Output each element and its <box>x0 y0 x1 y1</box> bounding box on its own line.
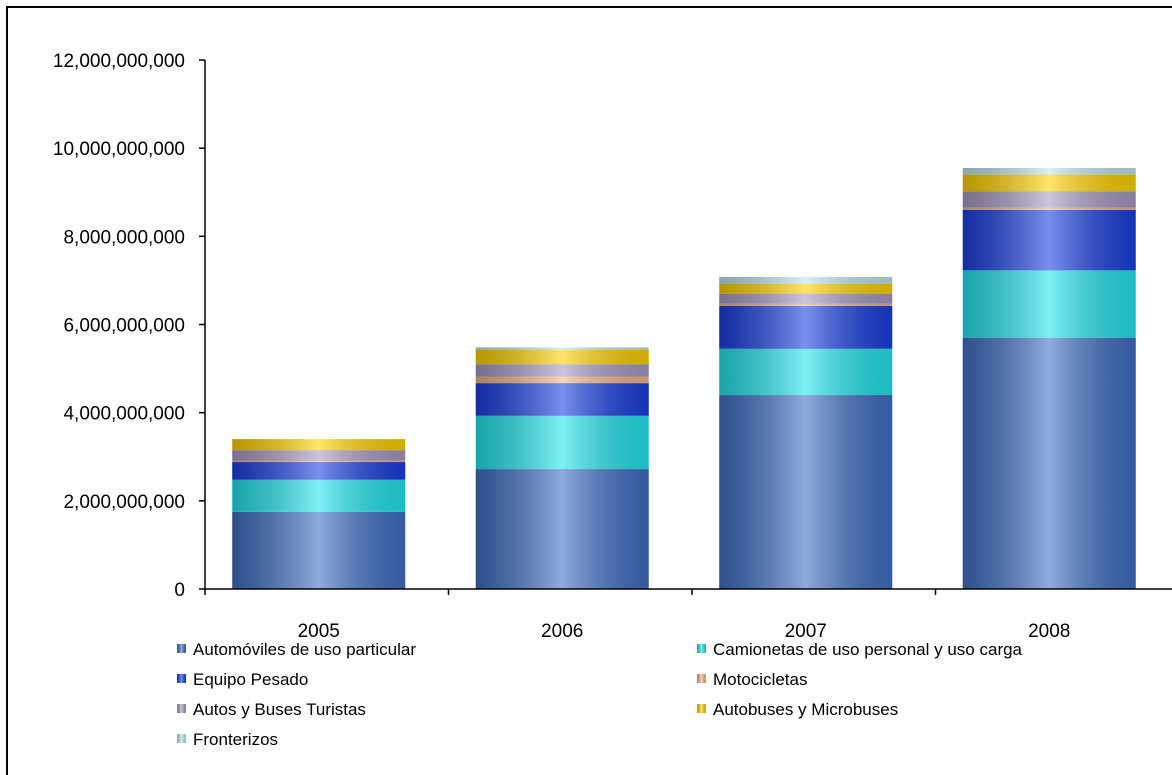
bar-shine-2008-6 <box>962 168 1136 175</box>
x-tick-label: 2006 <box>541 621 583 642</box>
bar-shine-2005-4 <box>232 450 406 461</box>
legend-swatch-shine <box>697 644 706 653</box>
legend-label: Autobuses y Microbuses <box>713 700 898 719</box>
legend-swatch-shine <box>177 674 186 683</box>
bar-shine-2006-0 <box>475 469 649 589</box>
legend-label: Equipo Pesado <box>193 670 308 689</box>
x-axis-labels: 2005 2006 2007 2008 <box>298 621 1071 642</box>
bar-shine-2008-5 <box>962 174 1136 192</box>
legend: Automóviles de uso particular Camionetas … <box>177 640 1023 749</box>
bar-shine-2006-5 <box>475 349 649 365</box>
bar-shine-2007-3 <box>719 303 893 306</box>
bar-shine-2007-6 <box>719 276 893 284</box>
bar-shine-2008-2 <box>962 209 1136 271</box>
bar-shine-2005-5 <box>232 439 406 451</box>
legend-swatch-shine <box>177 644 186 653</box>
bar-shine-2007-0 <box>719 395 893 589</box>
legend-swatch-shine <box>697 704 706 713</box>
bar-shine-2007-5 <box>719 283 893 294</box>
y-axis-ticks: 0 2,000,000,000 4,000,000,000 6,000,000,000… <box>53 51 205 601</box>
x-tick-label: 2005 <box>298 621 340 642</box>
y-tick-label: 4,000,000,000 <box>63 404 185 425</box>
bar-shine-2005-2 <box>232 462 406 480</box>
bar-shine-2006-6 <box>475 347 649 350</box>
legend-label: Camionetas de uso personal y uso carga <box>713 640 1023 659</box>
legend-label: Motocicletas <box>713 670 807 689</box>
y-tick-label: 0 <box>174 580 185 601</box>
legend-swatch-shine <box>177 734 186 743</box>
bar-shine-2008-1 <box>962 270 1136 338</box>
bar-shine-2008-4 <box>962 191 1136 208</box>
bar-shine-2008-3 <box>962 207 1136 210</box>
y-tick-label: 8,000,000,000 <box>63 227 185 248</box>
legend-swatch-shine <box>177 704 186 713</box>
bar-shine-2008-0 <box>962 337 1136 589</box>
bar-shine-2007-1 <box>719 348 893 396</box>
bar-shine-2006-2 <box>475 383 649 416</box>
y-tick-label: 6,000,000,000 <box>63 316 185 337</box>
legend-label: Autos y Buses Turistas <box>193 700 366 719</box>
legend-label: Automóviles de uso particular <box>193 640 416 659</box>
x-tick-label: 2008 <box>1028 621 1070 642</box>
y-tick-label: 2,000,000,000 <box>63 492 185 513</box>
bars <box>232 168 1136 589</box>
bar-shine-2006-3 <box>475 376 649 384</box>
y-tick-label: 10,000,000,000 <box>53 139 185 160</box>
bar-shine-2006-4 <box>475 364 649 377</box>
bar-shine-2005-1 <box>232 479 406 512</box>
legend-swatch-shine <box>697 674 706 683</box>
legend-label: Fronterizos <box>193 730 278 749</box>
y-tick-label: 12,000,000,000 <box>53 51 185 72</box>
bar-shine-2005-0 <box>232 511 406 589</box>
bar-shine-2007-2 <box>719 305 893 349</box>
x-tick-label: 2007 <box>785 621 827 642</box>
bar-shine-2006-1 <box>475 415 649 470</box>
bar-shine-2005-3 <box>232 460 406 463</box>
bar-shine-2007-4 <box>719 293 893 304</box>
axes <box>204 60 1172 595</box>
